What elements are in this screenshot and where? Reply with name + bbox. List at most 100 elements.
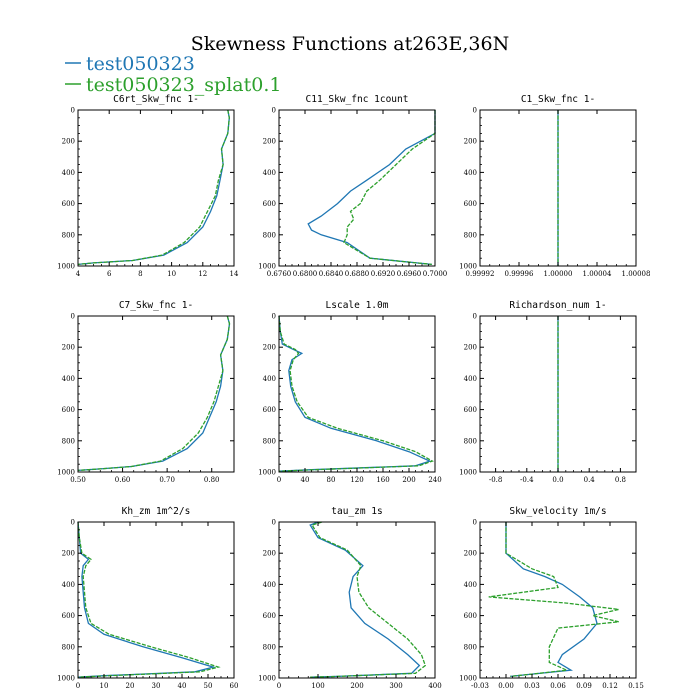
y-tick-label: 1000 (57, 469, 75, 477)
y-tick-label: 800 (464, 643, 477, 651)
x-tick-label: 0.6960 (397, 270, 422, 278)
panel-3: C7_Skw_fnc 1- 0.50 0.60 0.70 0.80 0 200 400 600 8… (57, 300, 235, 484)
x-tick-label: 0.0 (552, 476, 563, 484)
x-tick-label: 200 (350, 682, 363, 690)
x-tick-label: 6 (107, 270, 112, 278)
series-line-splat (278, 315, 434, 472)
x-tick-label: 20 (126, 682, 135, 690)
y-tick-label: 200 (464, 550, 477, 558)
panel-title: tau_zm 1s (331, 506, 382, 517)
x-tick-label: -0.03 (471, 682, 489, 690)
series-line-test050323 (77, 109, 230, 266)
y-tick-label: 800 (263, 643, 276, 651)
panel-5: Richardson_num 1- -0.8 -0.4 0.0 0.4 0.8 0 200 40… (459, 300, 637, 484)
x-tick-label: 0 (76, 682, 80, 690)
legend: test050323 test050323_splat0.1 (65, 53, 281, 96)
y-tick-label: 0 (71, 313, 75, 321)
panel-8: Skw_velocity 1m/s -0.03 0.00 0.03 0.06 0.09 0.… (459, 506, 644, 690)
y-tick-label: 600 (464, 612, 477, 620)
x-tick-label: 1.00008 (622, 270, 651, 278)
y-tick-label: 400 (464, 581, 477, 589)
series-line-splat (488, 522, 619, 678)
y-tick-label: 400 (464, 169, 477, 177)
y-tick-label: 400 (62, 375, 75, 383)
y-tick-label: 0 (473, 313, 477, 321)
x-tick-label: 0 (277, 476, 281, 484)
x-tick-label: 14 (230, 270, 239, 278)
panel-title: C7_Skw_fnc 1- (119, 300, 193, 311)
y-tick-label: 1000 (258, 469, 276, 477)
y-tick-label: 1000 (57, 675, 75, 683)
series-line-test050323 (309, 521, 421, 678)
y-tick-label: 200 (464, 344, 477, 352)
panel-2: C1_Skw_fnc 1- 0.99992 0.99996 1.00000 1.0000… (459, 94, 650, 278)
x-tick-label: 8 (138, 270, 142, 278)
panel-title: C1_Skw_fnc 1- (521, 94, 595, 105)
x-tick-label: 0.80 (204, 476, 220, 484)
y-tick-label: 1000 (57, 263, 75, 271)
y-tick-label: 0 (473, 107, 477, 115)
x-tick-label: 0.6920 (371, 270, 396, 278)
series-line-splat (310, 521, 427, 678)
x-tick-label: 300 (389, 682, 402, 690)
y-tick-label: 600 (62, 612, 75, 620)
panel-4: Lscale 1.0m 0 40 80 120 160 200 240 0 200 400 600 80… (258, 300, 442, 484)
x-tick-label: 50 (204, 682, 213, 690)
y-tick-label: 600 (263, 406, 276, 414)
y-tick-label: 1000 (258, 263, 276, 271)
y-tick-label: 600 (263, 612, 276, 620)
x-tick-label: 30 (152, 682, 161, 690)
series-line-test050323 (505, 522, 598, 678)
y-tick-label: 200 (263, 550, 276, 558)
x-tick-label: 0.00 (498, 682, 514, 690)
x-tick-label: 200 (402, 476, 415, 484)
x-tick-label: 40 (178, 682, 187, 690)
x-tick-label: 240 (428, 476, 441, 484)
plot-frame (77, 521, 235, 679)
y-tick-label: 1000 (258, 675, 276, 683)
x-tick-label: 400 (428, 682, 441, 690)
x-tick-label: 60 (230, 682, 239, 690)
series-line-splat (77, 109, 230, 266)
x-tick-label: 160 (376, 476, 389, 484)
plot-frame (479, 521, 637, 679)
x-tick-label: 10 (100, 682, 109, 690)
y-tick-label: 600 (62, 406, 75, 414)
y-tick-label: 0 (272, 313, 276, 321)
panel-7: tau_zm 1s 0 100 200 300 400 0 200 400 600 800 1000 (258, 506, 442, 690)
x-tick-label: 0.4 (584, 476, 596, 484)
x-tick-label: 0.12 (602, 682, 618, 690)
plot-frame (278, 109, 436, 267)
y-tick-label: 200 (263, 344, 276, 352)
panel-1: C11_Skw_fnc 1count 0.6760 0.6800 0.6840 0.68… (258, 94, 447, 278)
x-tick-label: 0.7000 (423, 270, 448, 278)
y-tick-label: 400 (263, 169, 276, 177)
x-tick-label: 0 (277, 682, 281, 690)
x-tick-label: 40 (301, 476, 310, 484)
panel-title: C6rt_Skw_fnc 1- (113, 94, 199, 105)
x-tick-label: 100 (311, 682, 324, 690)
y-tick-label: 1000 (459, 263, 477, 271)
y-tick-label: 600 (263, 200, 276, 208)
y-tick-label: 400 (263, 581, 276, 589)
plot-frame (278, 521, 436, 679)
y-tick-label: 600 (62, 200, 75, 208)
y-tick-label: 200 (62, 550, 75, 558)
series-line-test050323 (307, 110, 436, 266)
x-tick-label: 0.50 (70, 476, 86, 484)
y-tick-label: 800 (62, 643, 75, 651)
x-tick-label: 0.99996 (505, 270, 534, 278)
y-tick-label: 400 (62, 581, 75, 589)
y-tick-label: 400 (62, 169, 75, 177)
plot-frame (77, 109, 235, 267)
legend-label-test050323: test050323 (86, 53, 195, 75)
series-line-splat (77, 315, 231, 472)
x-tick-label: 0.70 (159, 476, 175, 484)
y-tick-label: 200 (62, 344, 75, 352)
y-tick-label: 400 (464, 375, 477, 383)
x-tick-label: 0.6760 (267, 270, 292, 278)
y-tick-label: 800 (62, 437, 75, 445)
x-tick-label: 1.00000 (544, 270, 573, 278)
y-tick-label: 200 (464, 138, 477, 146)
